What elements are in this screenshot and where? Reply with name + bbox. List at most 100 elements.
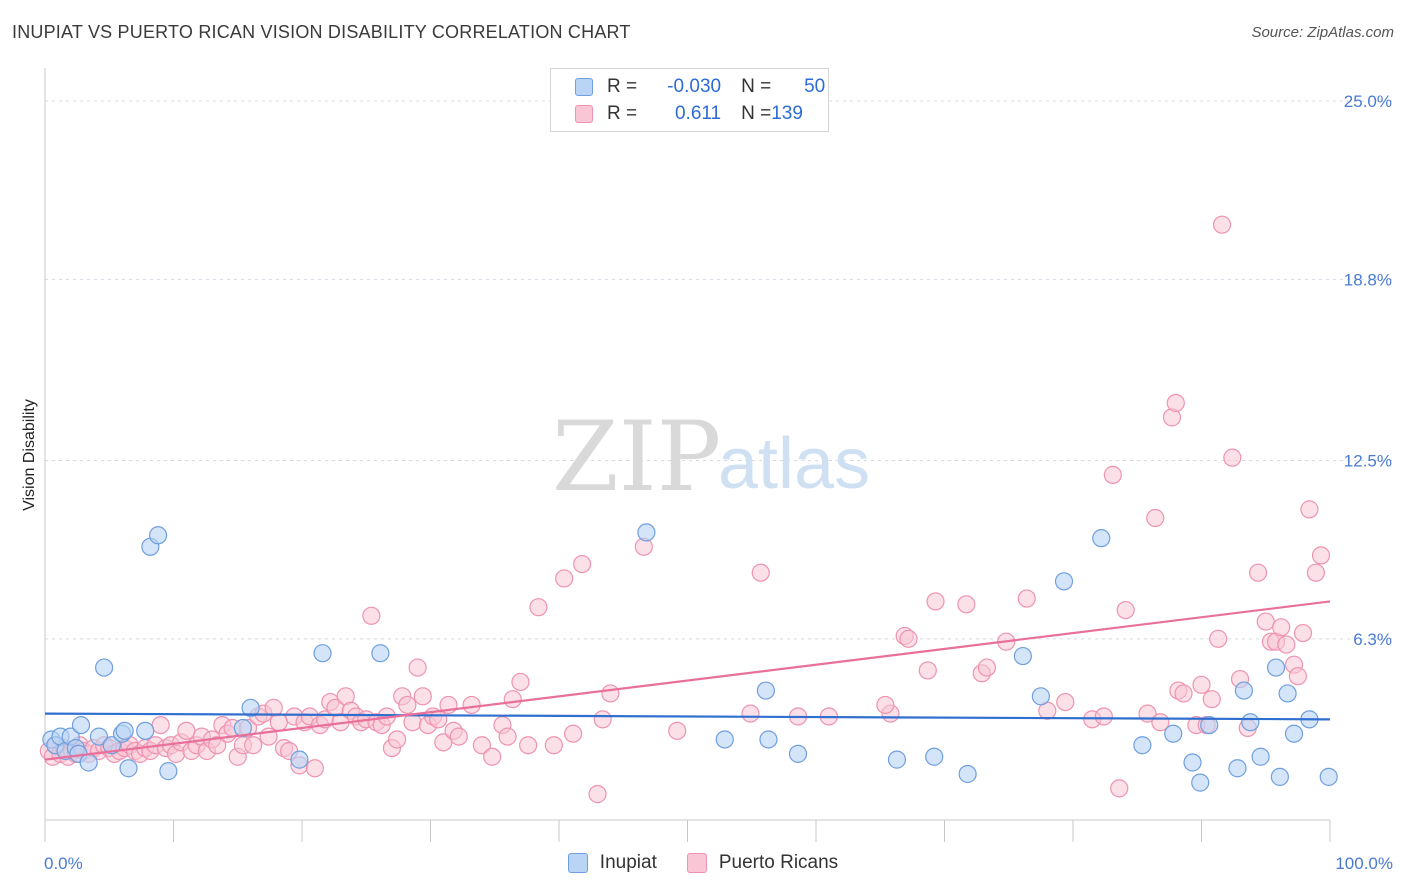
legend-n-label: N = [741,103,772,124]
puerto-ricans-point [269,713,288,732]
inupiat-point [371,644,390,663]
inupiat-point [1031,687,1050,706]
puerto-ricans-point [1293,623,1313,643]
inupiat-point [233,718,252,738]
puerto-ricans-point [1306,563,1325,582]
puerto-ricans-swatch-icon [575,105,593,123]
puerto-ricans-point [751,563,770,582]
inupiat-legend-icon [567,853,588,873]
series-legend: Inupiat Puerto Ricans [0,852,1406,874]
puerto-ricans-point [1212,215,1232,234]
puerto-ricans-point [305,759,324,778]
y-tick-label: 25.0% [1344,92,1392,111]
inupiat-point [759,730,778,749]
y-axis-label: Vision Disability [21,399,38,511]
inupiat-point [119,759,138,778]
puerto-ricans-point [741,704,760,723]
puerto-ricans-point [408,658,427,677]
puerto-ricans-point [593,710,612,729]
puerto-ricans-point [564,724,583,743]
inupiat-point [1200,715,1219,735]
puerto-ricans-point [503,690,522,709]
puerto-ricans-point [1146,508,1165,528]
puerto-ricans-point [588,785,607,804]
inupiat-point [1284,724,1304,743]
legend-row-inupiat: R = -0.030 N = 50 [575,73,825,101]
inupiat-point [925,747,944,766]
inupiat-point [1319,767,1338,786]
inupiat-point [159,762,178,781]
puerto-ricans-point [472,736,491,755]
puerto-ricans-point [899,629,918,648]
inupiat-point [241,698,260,717]
puerto-ricans-point [1174,684,1193,703]
inupiat-point [136,721,155,740]
y-tick-label: 12.5% [1344,452,1392,471]
legend-item-puerto-ricans: Puerto Ricans [686,852,838,874]
inupiat-point [1266,658,1286,677]
correlation-legend: R = -0.030 N = 50 R = 0.611 N = 139 [550,68,829,132]
inupiat-point [1013,646,1032,666]
puerto-ricans-point [1277,635,1296,654]
y-tick-label: 18.8% [1344,270,1392,289]
inupiat-point [102,736,121,755]
puerto-ricans-point [519,736,538,755]
inupiat-point [715,730,734,749]
axes [44,68,1331,842]
puerto-ricans-point [462,695,481,715]
inupiat-point [148,526,168,545]
inupiat-point [79,753,98,772]
puerto-ricans-point [449,727,468,746]
watermark: ZIP atlas [552,401,870,513]
puerto-ricans-point [208,736,227,755]
inupiat-point [1183,753,1202,772]
legend-r-label: R = [607,103,638,124]
inupiat-point [1270,767,1289,786]
puerto-ricans-legend-icon [686,853,707,873]
puerto-ricans-point [876,695,895,715]
inupiat-point [637,523,656,542]
puerto-ricans-point [1311,546,1331,565]
puerto-ricans-point [151,715,170,735]
trend-lines [44,600,1331,761]
inupiat-point [1191,773,1210,792]
puerto-ricans-point [601,684,620,703]
inupiat-point [1251,747,1270,766]
watermark-zip: ZIP [552,401,721,513]
puerto-ricans-point [918,661,937,680]
puerto-ricans-point [1094,707,1113,726]
inupiat-point [756,681,775,700]
puerto-ricans-point [555,569,574,588]
puerto-ricans-point [1272,618,1291,637]
puerto-ricans-point [1192,675,1211,694]
inupiat-point [1228,759,1247,778]
legend-n-value: 139 [771,103,803,124]
puerto-ricans-point [1248,563,1268,582]
puerto-ricans-point [1256,612,1275,631]
legend-r-value: 0.611 [674,103,722,124]
legend-row-puerto-ricans: R = 0.611 N = 139 [575,100,825,128]
puerto-ricans-point [1056,692,1075,712]
series-inupiat [42,523,1338,792]
inupiat-point [313,644,332,663]
puerto-ricans-point [177,721,196,740]
inupiat-point [1278,684,1297,703]
legend-label-inupiat: Inupiat [599,852,657,873]
puerto-ricans-point [573,554,592,574]
inupiat-point [89,727,109,746]
inupiat-point [1164,724,1183,743]
x-tick-label: 100.0% [1335,854,1393,873]
puerto-ricans-point [544,736,563,755]
puerto-ricans-point [498,727,517,746]
inupiat-point [887,750,907,769]
puerto-ricans-point [1166,393,1185,413]
inupiat-point [290,750,309,769]
x-tick-label: 0.0% [44,854,83,873]
inupiat-swatch-icon [575,78,593,96]
puerto-ricans-point [1209,629,1228,648]
puerto-ricans-point [1288,667,1307,686]
puerto-ricans-point [957,595,976,614]
puerto-ricans-point [1103,465,1122,484]
puerto-ricans-point [529,598,548,617]
puerto-ricans-point [926,592,945,611]
